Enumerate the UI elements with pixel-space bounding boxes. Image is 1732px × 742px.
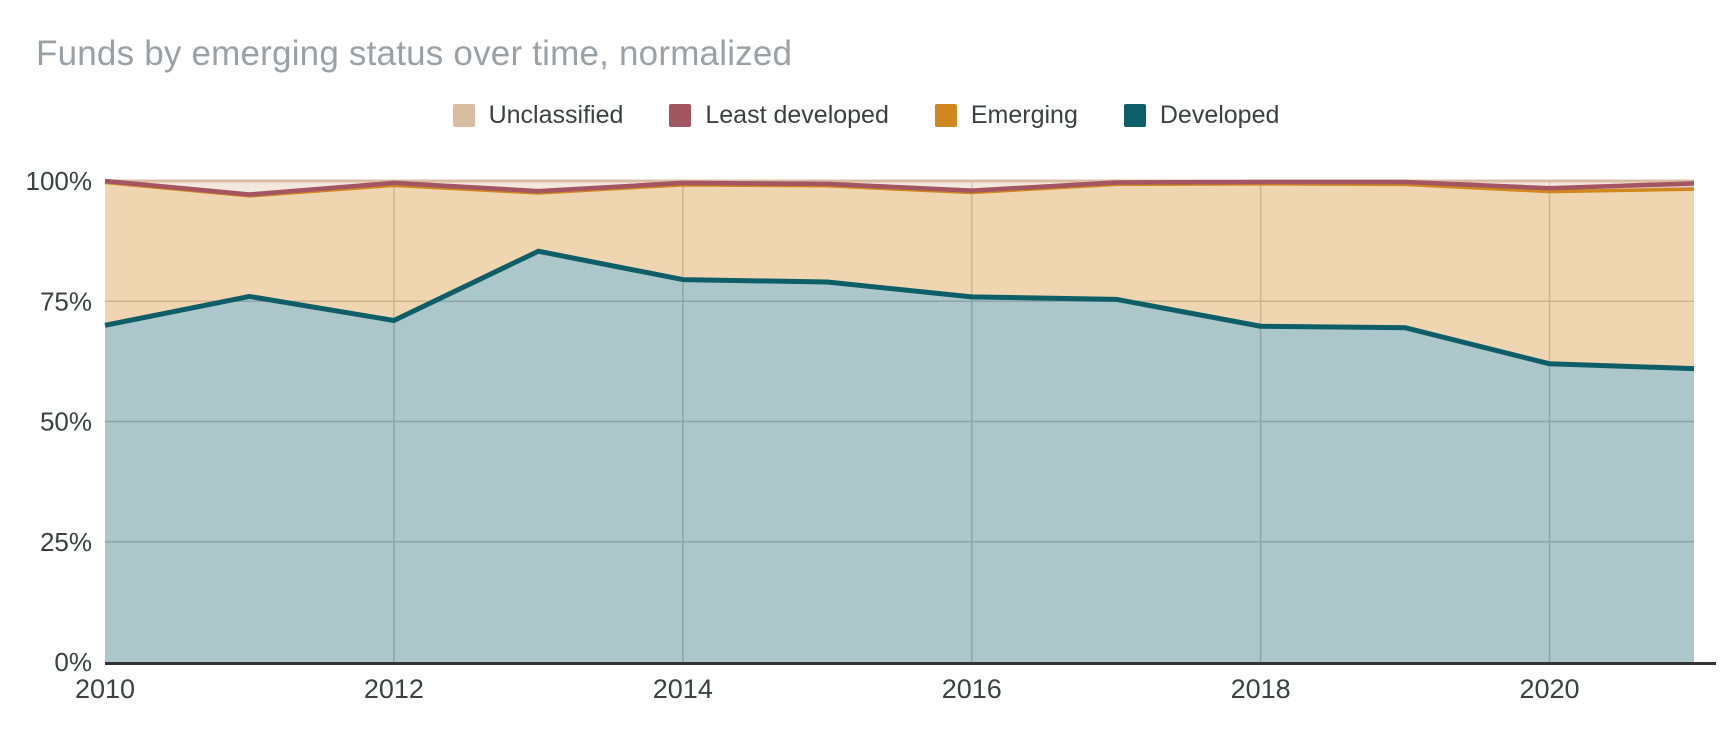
area-unclassified[interactable]	[105, 181, 1694, 195]
chart-title: Funds by emerging status over time, norm…	[36, 34, 793, 73]
legend-label: Unclassified	[488, 101, 624, 129]
legend: Unclassified Least developed Emerging Devel…	[0, 101, 1732, 130]
y-tick-label: 50%	[40, 407, 92, 437]
x-tick-label: 2016	[942, 674, 1002, 704]
x-tick-label: 2010	[75, 674, 135, 704]
x-axis-labels: 2010 2012 2014 2016 2018 2020	[75, 674, 1580, 704]
legend-label: Emerging	[970, 101, 1078, 129]
legend-swatch-icon	[1123, 104, 1146, 127]
y-tick-label: 0%	[54, 647, 92, 677]
legend-item-developed[interactable]: Developed	[1123, 101, 1280, 130]
x-tick-label: 2018	[1231, 674, 1291, 704]
legend-label: Developed	[1159, 101, 1280, 129]
area-fills	[105, 181, 1694, 662]
legend-swatch-icon	[452, 104, 475, 127]
y-tick-label: 25%	[40, 527, 92, 557]
legend-item-least-developed[interactable]: Least developed	[669, 101, 889, 130]
legend-swatch-icon	[669, 104, 692, 127]
y-tick-label: 75%	[40, 286, 92, 316]
legend-label: Least developed	[705, 101, 889, 129]
legend-item-emerging[interactable]: Emerging	[934, 101, 1078, 130]
x-tick-label: 2014	[653, 674, 713, 704]
series-lines	[104, 178, 1695, 372]
area-developed[interactable]	[105, 251, 1694, 662]
x-tick-label: 2020	[1520, 674, 1580, 704]
x-tick-label: 2012	[364, 674, 424, 704]
line-developed[interactable]	[104, 248, 1695, 372]
y-axis-labels: 0% 25% 50% 75% 100%	[26, 166, 93, 677]
legend-swatch-icon	[934, 104, 957, 127]
line-least-developed[interactable]	[104, 178, 1695, 197]
area-emerging[interactable]	[105, 182, 1694, 369]
y-tick-label: 100%	[26, 166, 93, 196]
legend-item-unclassified[interactable]: Unclassified	[452, 101, 624, 130]
